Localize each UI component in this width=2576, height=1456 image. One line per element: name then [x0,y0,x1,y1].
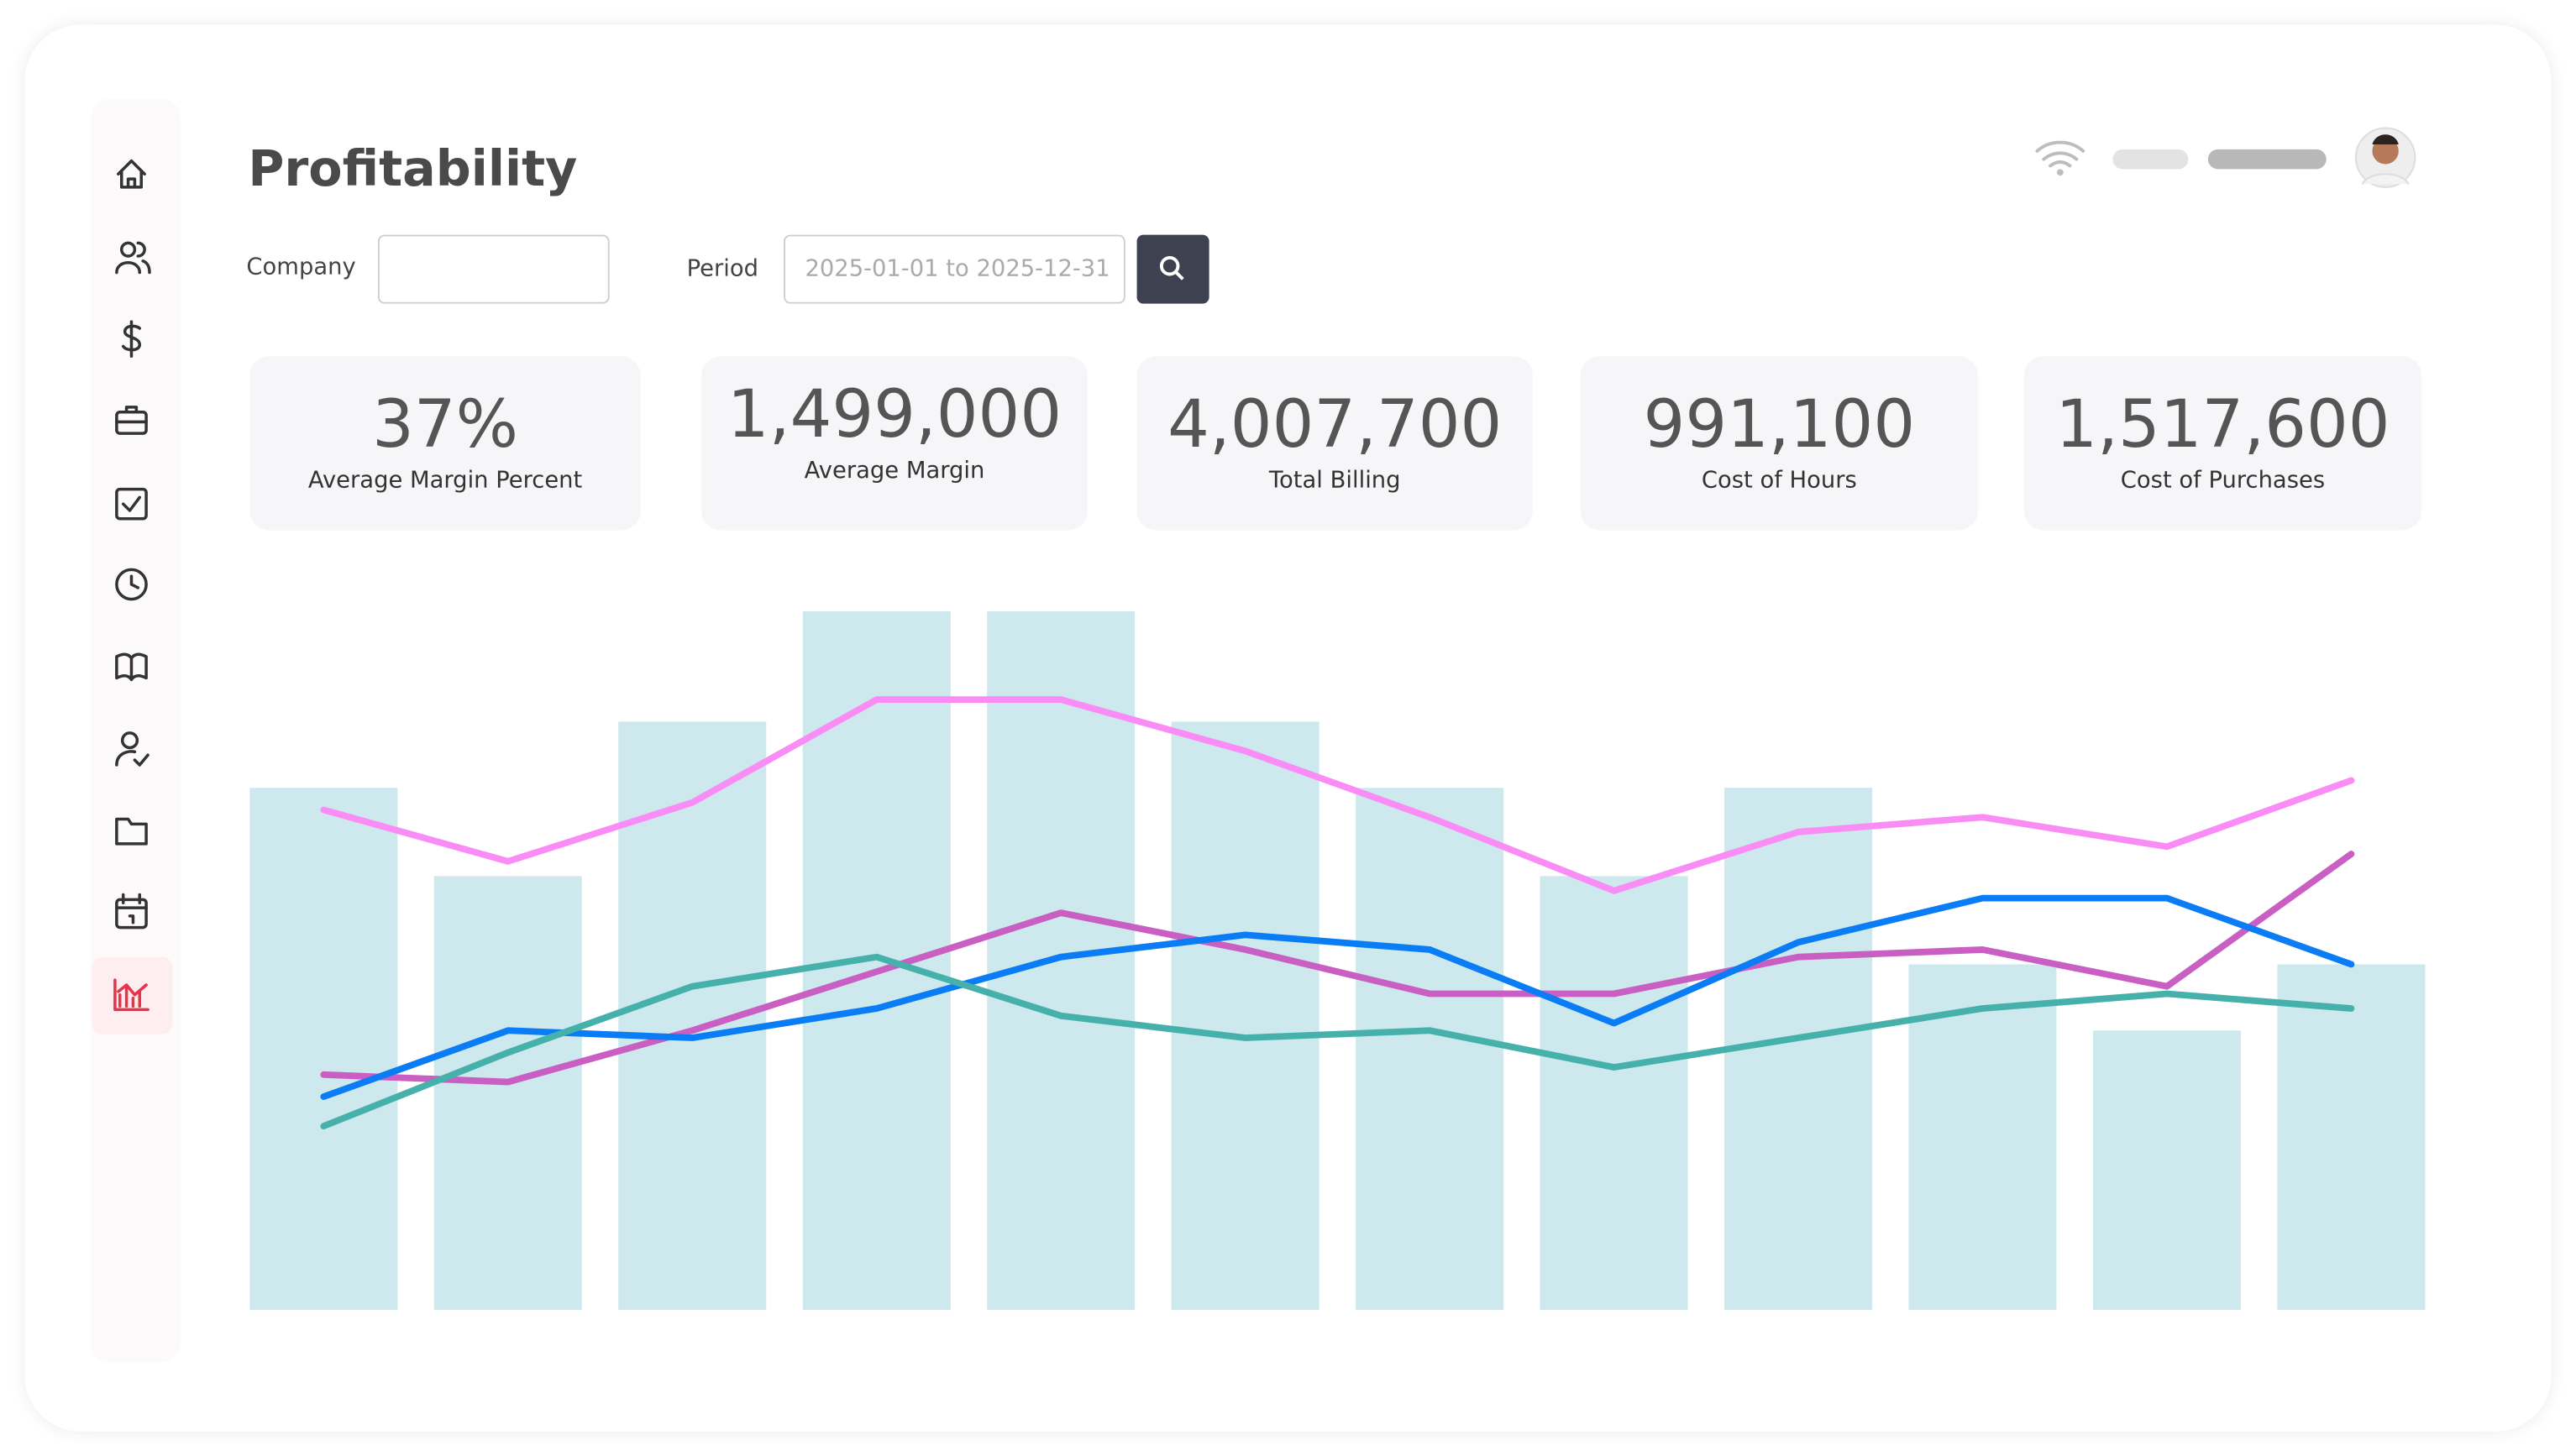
active-bg [92,956,173,1034]
wifi-icon [2035,140,2085,176]
bar [987,611,1136,1311]
kpi-card: 1,517,600 Cost of Purchases [2023,356,2422,531]
company-input[interactable] [377,234,610,304]
status-pill [2207,149,2327,170]
clock-icon[interactable] [115,568,148,601]
briefcase-icon[interactable] [115,406,148,435]
kpi-card: 991,100 Cost of Hours [1580,356,1979,531]
search-button[interactable] [1136,234,1209,304]
page-title: Profitability [248,141,578,199]
kpi-value: 37% [372,387,519,464]
line [320,696,2355,894]
kpi-label: Average Margin Percent [307,468,583,495]
line [320,953,2355,1130]
kpi-label: Cost of Purchases [2120,468,2326,495]
home-icon[interactable] [117,159,146,189]
user-check-icon[interactable] [115,731,150,767]
billing-icon[interactable] [121,320,142,358]
status-pill [2112,149,2189,170]
sidebar [90,98,181,1363]
people-icon[interactable] [115,241,151,275]
folder-icon[interactable] [115,817,148,846]
bar [2277,964,2426,1311]
calendar-icon[interactable] [115,893,148,930]
kpi-card: 37% Average Margin Percent [249,356,641,531]
kpi-label: Total Billing [1268,468,1401,495]
kpi-card: 4,007,700 Total Billing [1136,356,1533,531]
bar [1171,721,1319,1311]
kpi-label: Cost of Hours [1701,468,1857,495]
bar [249,788,398,1311]
kpi-value: 991,100 [1643,387,1916,464]
chart-icon[interactable] [113,978,150,1012]
book-icon[interactable] [115,652,148,682]
bar [433,876,582,1311]
period-label: Period [686,255,758,283]
period-input[interactable]: 2025-01-01 to 2025-12-31 [784,234,1125,304]
bar [2092,1030,2241,1311]
bar [1540,876,1688,1311]
kpi-value: 4,007,700 [1167,387,1503,464]
company-label: Company [246,254,356,281]
tasks-icon[interactable] [115,487,148,521]
bar [1908,964,2057,1311]
avatar[interactable] [2354,127,2416,188]
line [320,894,2355,1101]
kpi-card: 1,499,000 Average Margin [701,356,1088,531]
kpi-value: 1,499,000 [727,377,1062,453]
bar [1356,788,1504,1311]
kpi-value: 1,517,600 [2055,387,2390,464]
period-placeholder: 2025-01-01 to 2025-12-31 [805,255,1110,283]
kpi-label: Average Margin [804,458,985,484]
bar [802,611,951,1311]
